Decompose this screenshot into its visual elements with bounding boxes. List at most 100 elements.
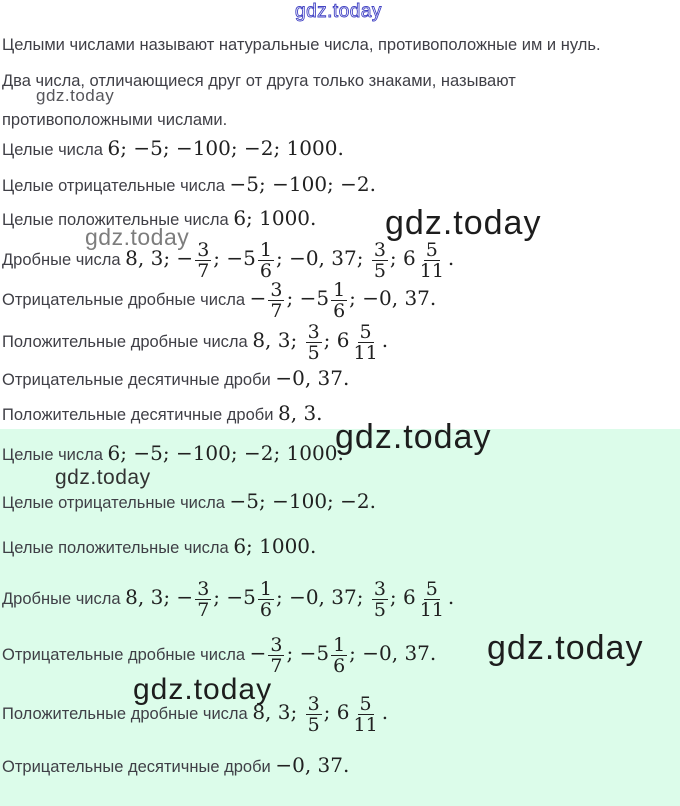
label-text: Два числа, отличающиеся друг от друга то… [2, 72, 516, 90]
fraction-numerator: 1 [257, 238, 274, 262]
fraction: 5 11 [418, 579, 446, 621]
watermark-text: gdz.today [487, 629, 644, 667]
math-text: ; 6 [389, 246, 416, 270]
negative-decimals-line-highlighted: Отрицательные десятичные дроби −0, 37. [2, 755, 680, 778]
negative-fractions-line: Отрицательные дробные числа −3 7; −5 1 6; −… [2, 272, 680, 324]
math-text: ; −0, 37. [349, 286, 437, 310]
math-text: −5; −100; −2. [229, 489, 376, 513]
math-text: −0, 37. [275, 753, 350, 777]
math-text: ; −5 [286, 641, 330, 665]
fraction-numerator: 5 [357, 320, 374, 344]
fraction-numerator: 1 [331, 278, 348, 302]
math-text: ; 6 [389, 585, 416, 609]
label-text: Целые положительные числа [2, 539, 234, 557]
fraction-denominator: 5 [307, 342, 320, 365]
math-text: ; −5 [213, 585, 256, 609]
watermark-text: gdz.today [85, 224, 190, 250]
math-text: ; −5 [286, 286, 330, 310]
label-text: Положительные дробные числа [2, 705, 253, 723]
positive-integers-line-highlighted: Целые положительные числа 6; 1000. [2, 536, 680, 559]
integers-line: Целые числа 6; −5; −100; −2; 1000. [2, 138, 680, 161]
math-text: − [249, 641, 267, 665]
fraction-denominator: 7 [197, 260, 210, 283]
fraction-numerator: 3 [371, 238, 388, 262]
math-text: ; 6 [323, 328, 350, 352]
fraction-numerator: 5 [357, 692, 374, 716]
label-text: Целые отрицательные числа [2, 177, 230, 195]
label-text: Отрицательные десятичные дроби [2, 758, 276, 776]
positive-decimals-line: Положительные десятичные дроби 8, 3. [2, 403, 680, 426]
math-text: . [381, 328, 389, 352]
label-text: Положительные дробные числа [2, 333, 253, 351]
label-text: Целые отрицательные числа [2, 494, 230, 512]
fraction-numerator: 3 [305, 692, 322, 716]
definition-opposites-2: противоположными числами. [2, 110, 680, 131]
math-text: 8, 3. [278, 401, 323, 425]
fraction-numerator: 1 [257, 577, 274, 601]
label-text: Отрицательные дробные числа [2, 291, 250, 309]
fraction: 5 11 [352, 322, 380, 364]
label-text: Отрицательные дробные числа [2, 646, 250, 664]
watermark-text: gdz.today [295, 1, 382, 22]
watermark-text: gdz.today [385, 204, 542, 242]
definition-integers: Целыми числами называют натуральные числ… [2, 35, 680, 56]
fraction-denominator: 6 [333, 300, 346, 323]
fraction-denominator: 11 [419, 599, 444, 622]
math-text: − [249, 286, 267, 310]
label-text: противоположными числами. [2, 111, 228, 129]
watermark-text: gdz.today [36, 86, 115, 105]
fraction-numerator: 5 [423, 238, 440, 262]
fraction-numerator: 3 [195, 577, 212, 601]
math-text: 6; −5; −100; −2; 1000. [107, 441, 344, 465]
label-text: Целые числа [2, 446, 108, 464]
math-text: 8, 3; − [125, 246, 194, 270]
math-text: 6; 1000. [233, 534, 317, 558]
math-text: ; −0, 37; [275, 246, 370, 270]
fraction-denominator: 5 [373, 260, 386, 283]
fractions-line-highlighted: Дробные числа 8, 3; −3 7; −5 1 6; −0, 37; 3… [2, 571, 680, 623]
label-text: Дробные числа [2, 251, 126, 269]
math-text: 8, 3; [252, 328, 304, 352]
fraction-denominator: 7 [270, 655, 283, 678]
fraction-denominator: 6 [259, 599, 272, 622]
negative-decimals-line: Отрицательные десятичные дроби −0, 37. [2, 368, 680, 391]
label-text: Целые числа [2, 141, 108, 159]
math-text: . [447, 246, 455, 270]
negative-integers-line: Целые отрицательные числа −5; −100; −2. [2, 174, 680, 197]
watermark-text: gdz.today [335, 418, 492, 456]
fraction: 5 11 [352, 694, 380, 736]
fraction-denominator: 5 [373, 599, 386, 622]
label-text: Дробные числа [2, 590, 126, 608]
negative-integers-line-highlighted: Целые отрицательные числа −5; −100; −2. [2, 491, 680, 514]
fraction-numerator: 3 [268, 633, 285, 657]
fraction-numerator: 3 [371, 577, 388, 601]
fraction-denominator: 7 [197, 599, 210, 622]
math-text: 6; 1000. [233, 206, 317, 230]
math-text: −0, 37. [275, 366, 350, 390]
label-text: Целые положительные числа [2, 211, 234, 229]
integers-line-highlighted: Целые числа 6; −5; −100; −2; 1000. [2, 443, 680, 466]
watermark-text: gdz.today [55, 466, 151, 489]
fraction-denominator: 5 [307, 714, 320, 737]
negative-fractions-line-highlighted: Отрицательные дробные числа −3 7; −5 1 6; −… [2, 627, 680, 679]
math-text: 6; −5; −100; −2; 1000. [107, 136, 344, 160]
fractions-line: Дробные числа 8, 3; −3 7; −5 1 6; −0, 37; 3… [2, 232, 680, 284]
label-text: Отрицательные десятичные дроби [2, 371, 276, 389]
math-text: ; −0, 37; [275, 585, 370, 609]
math-text: ; −5 [213, 246, 256, 270]
fraction-denominator: 7 [270, 300, 283, 323]
math-text: . [381, 700, 389, 724]
fraction-numerator: 3 [305, 320, 322, 344]
math-text: 8, 3; [252, 700, 304, 724]
